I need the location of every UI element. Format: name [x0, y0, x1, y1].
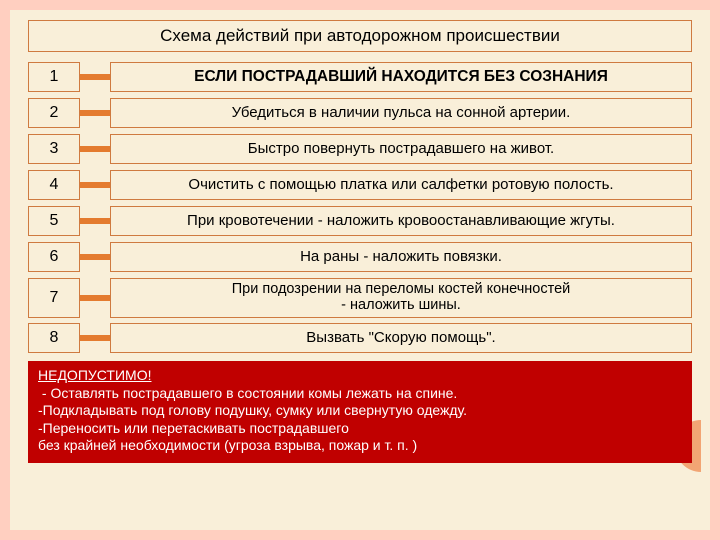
steps-list: 1 ЕСЛИ ПОСТРАДАВШИЙ НАХОДИТСЯ БЕЗ СОЗНАНИ… — [28, 62, 692, 353]
step-row: 7 При подозрении на переломы костей конеч… — [28, 278, 692, 318]
step-number: 5 — [28, 206, 80, 236]
step-text: Очистить с помощью платка или салфетки р… — [110, 170, 692, 200]
step-row: 5 При кровотечении - наложить кровоостана… — [28, 206, 692, 236]
step-text: Быстро повернуть пострадавшего на живот. — [110, 134, 692, 164]
step-connector — [80, 110, 110, 116]
warning-line-3: -Переносить или перетаскивать пострадавш… — [38, 420, 682, 438]
step-row: 6 На раны - наложить повязки. — [28, 242, 692, 272]
step-text: При подозрении на переломы костей конечн… — [110, 278, 692, 318]
warning-line-4: без крайней необходимости (угроза взрыва… — [38, 437, 682, 455]
slide-title: Схема действий при автодорожном происшес… — [28, 20, 692, 52]
step-row: 3 Быстро повернуть пострадавшего на живот… — [28, 134, 692, 164]
step-connector — [80, 182, 110, 188]
warning-line-1: - Оставлять пострадавшего в состоянии ко… — [38, 385, 682, 403]
step-number: 4 — [28, 170, 80, 200]
step-text: При кровотечении - наложить кровоостанав… — [110, 206, 692, 236]
step-text: ЕСЛИ ПОСТРАДАВШИЙ НАХОДИТСЯ БЕЗ СОЗНАНИЯ — [110, 62, 692, 92]
slide-frame: Схема действий при автодорожном происшес… — [0, 0, 720, 540]
step-number: 1 — [28, 62, 80, 92]
step-connector — [80, 295, 110, 301]
step-number: 2 — [28, 98, 80, 128]
step-text: Вызвать "Скорую помощь". — [110, 323, 692, 353]
step-number: 3 — [28, 134, 80, 164]
step-number: 6 — [28, 242, 80, 272]
warning-box: НЕДОПУСТИМО! - Оставлять пострадавшего в… — [28, 361, 692, 463]
step-connector — [80, 335, 110, 341]
step-row: 8 Вызвать "Скорую помощь". — [28, 323, 692, 353]
step-row: 1 ЕСЛИ ПОСТРАДАВШИЙ НАХОДИТСЯ БЕЗ СОЗНАНИ… — [28, 62, 692, 92]
step-connector — [80, 146, 110, 152]
step-number: 8 — [28, 323, 80, 353]
step-text: На раны - наложить повязки. — [110, 242, 692, 272]
step-row: 2 Убедиться в наличии пульса на сонной ар… — [28, 98, 692, 128]
step-connector — [80, 218, 110, 224]
step-text: Убедиться в наличии пульса на сонной арт… — [110, 98, 692, 128]
step-connector — [80, 254, 110, 260]
step-row: 4 Очистить с помощью платка или салфетки … — [28, 170, 692, 200]
step-number: 7 — [28, 278, 80, 318]
step-connector — [80, 74, 110, 80]
warning-line-2: -Подкладывать под голову подушку, сумку … — [38, 402, 682, 420]
warning-header: НЕДОПУСТИМО! — [38, 367, 151, 383]
